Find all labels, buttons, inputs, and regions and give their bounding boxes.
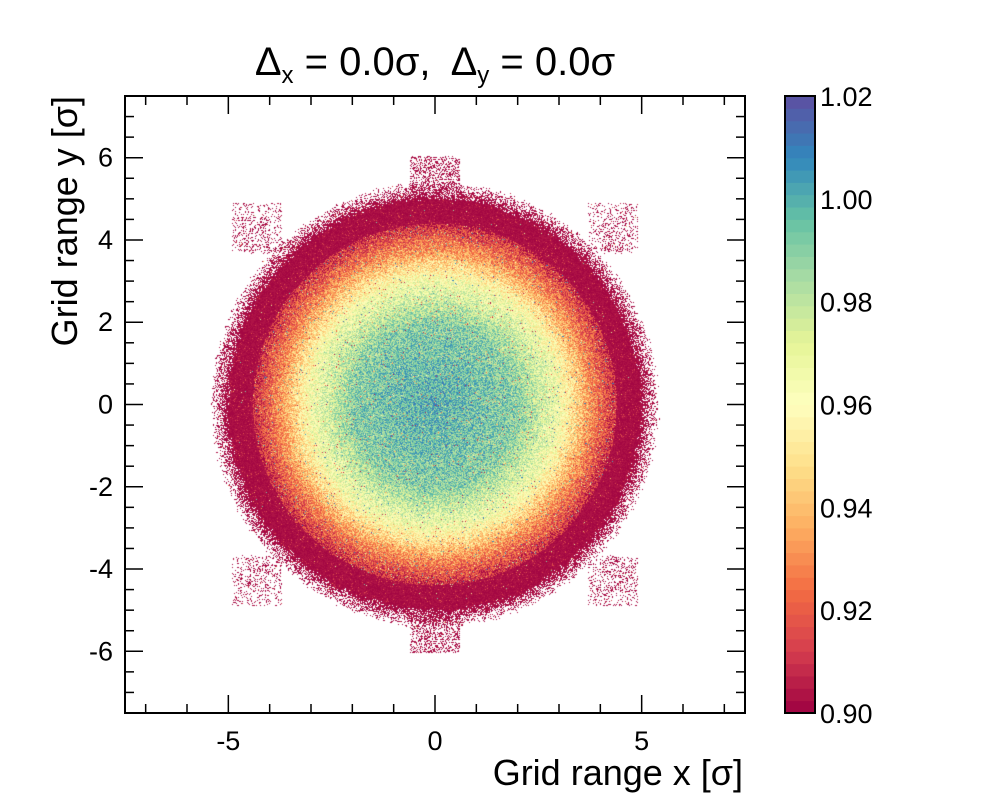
- y-tick-label: -4: [89, 554, 113, 584]
- y-tick-label: 6: [98, 143, 113, 173]
- y-tick-label: -2: [89, 472, 113, 502]
- title-delta-y: Δ: [450, 40, 478, 84]
- title-delta-x: Δ: [254, 40, 282, 84]
- plot-axes: -5 0 5 -6 -4 -2 0 2 4 6: [89, 95, 746, 756]
- y-tick-label: 2: [98, 307, 113, 337]
- x-tick-label: -5: [216, 726, 240, 756]
- y-tick-label: -6: [89, 636, 113, 666]
- heatmap-canvas: [125, 96, 745, 713]
- x-tick-label: 5: [634, 726, 649, 756]
- title-sub-x: x: [281, 62, 294, 89]
- title-value-y: = 0.0σ: [489, 40, 616, 84]
- title-sub-y: y: [477, 62, 490, 89]
- y-axis-label: Grid range y [σ]: [44, 96, 85, 346]
- x-axis-label: Grid range x [σ]: [493, 752, 743, 793]
- title-value-x: = 0.0σ,: [293, 40, 451, 84]
- y-tick-label: 4: [98, 225, 113, 255]
- chart-title: Δx = 0.0σ, Δy = 0.0σ: [0, 40, 870, 90]
- y-tick-label: 0: [98, 390, 113, 420]
- x-tick-label: 0: [427, 726, 442, 756]
